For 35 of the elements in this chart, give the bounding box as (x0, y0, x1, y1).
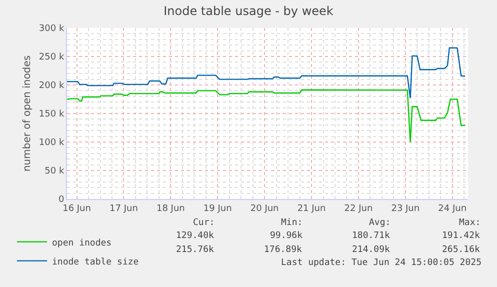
text: 214.09k (352, 245, 391, 255)
text: 180.71k (352, 231, 391, 241)
x-tick-label: 23 Jun (391, 204, 420, 214)
x-tick-label: 17 Jun (110, 204, 138, 214)
x-tick-label: 21 Jun (297, 204, 326, 214)
line-series (67, 47, 466, 99)
y-tick-label: 250 k (38, 52, 65, 63)
text: 191.42k (442, 231, 481, 241)
x-tick-label: 24 Jun (438, 204, 467, 214)
y-tick-label: 200 k (38, 81, 65, 92)
legend-label: open inodes (52, 238, 112, 248)
y-tick-label: 100 k (38, 138, 65, 148)
text: Avg: (369, 218, 391, 228)
x-tick-label: 22 Jun (344, 204, 373, 214)
y-tick-label: 0 (58, 195, 64, 206)
legend-label: inode table size (52, 257, 139, 268)
x-tick-label: 18 Jun (156, 204, 185, 214)
text: Last update: Tue Jun 24 15:00:05 2025 (281, 258, 482, 268)
text: 215.76k (176, 245, 215, 255)
x-tick-label: 16 Jun (62, 204, 91, 214)
text: 265.16k (442, 245, 481, 255)
text: 99.96k (270, 231, 304, 241)
y-axis-title: number of open inodes (22, 55, 33, 172)
y-tick-label: 150 k (38, 110, 65, 120)
text: 129.40k (176, 231, 215, 241)
x-tick-label: 20 Jun (250, 204, 279, 214)
chart-title: Inode table usage - by week (164, 4, 334, 18)
text: Cur: (193, 218, 215, 228)
line-series (67, 89, 466, 143)
text: Max: (459, 218, 481, 228)
y-tick-label: 300 k (38, 24, 65, 34)
y-tick-label: 50 k (44, 166, 65, 177)
text: Min: (281, 218, 303, 228)
text: 176.89k (264, 245, 303, 255)
x-tick-label: 19 Jun (203, 204, 232, 214)
